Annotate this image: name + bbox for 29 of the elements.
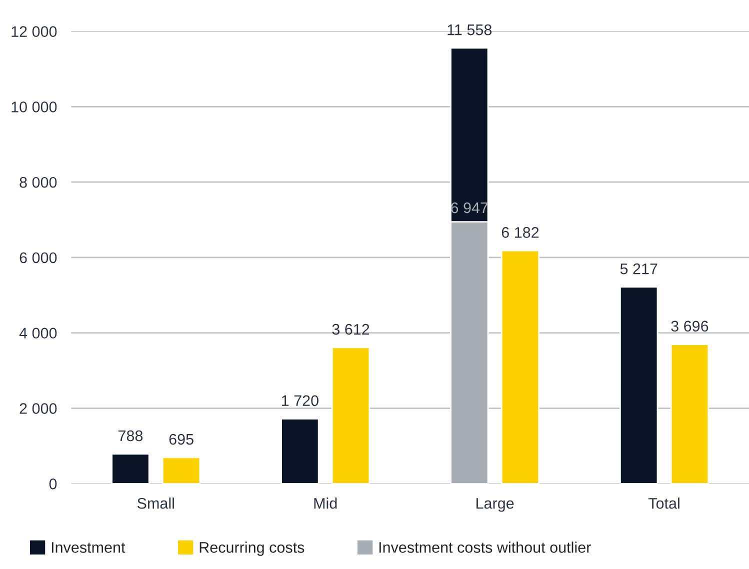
legend-label: Recurring costs bbox=[200, 542, 304, 556]
legend-label: Investment bbox=[52, 542, 126, 553]
data-label: 3 696 bbox=[671, 320, 708, 332]
data-label: 11 558 bbox=[448, 24, 492, 36]
data-label: 695 bbox=[169, 434, 194, 445]
data-label: 6 182 bbox=[502, 227, 539, 238]
bar bbox=[500, 250, 540, 484]
y-tick-label: 10 000 bbox=[12, 102, 57, 112]
y-tick-label: 0 bbox=[49, 478, 57, 490]
legend-label: Investment costs without outlier bbox=[379, 542, 591, 553]
data-label: 1 720 bbox=[282, 395, 318, 406]
y-tick-label: 8 000 bbox=[20, 176, 57, 188]
y-tick-label: 6 000 bbox=[20, 252, 57, 264]
y-tick-label: 2 000 bbox=[20, 403, 57, 414]
x-tick-label: Total bbox=[648, 498, 680, 509]
x-tick-label: Small bbox=[137, 498, 174, 509]
bar bbox=[280, 418, 320, 484]
y-tick-label: 12 000 bbox=[12, 26, 57, 37]
data-label: 788 bbox=[118, 430, 143, 442]
x-tick-label: Large bbox=[476, 498, 514, 512]
data-label: 5 217 bbox=[620, 263, 658, 274]
bar bbox=[162, 456, 201, 484]
y-tick-label: 4 000 bbox=[19, 328, 57, 339]
bar bbox=[111, 453, 150, 484]
bar bbox=[620, 286, 658, 484]
x-tick-label: Mid bbox=[314, 498, 337, 509]
data-label: 3 612 bbox=[332, 324, 370, 335]
bar bbox=[331, 346, 370, 484]
bar bbox=[670, 344, 710, 484]
